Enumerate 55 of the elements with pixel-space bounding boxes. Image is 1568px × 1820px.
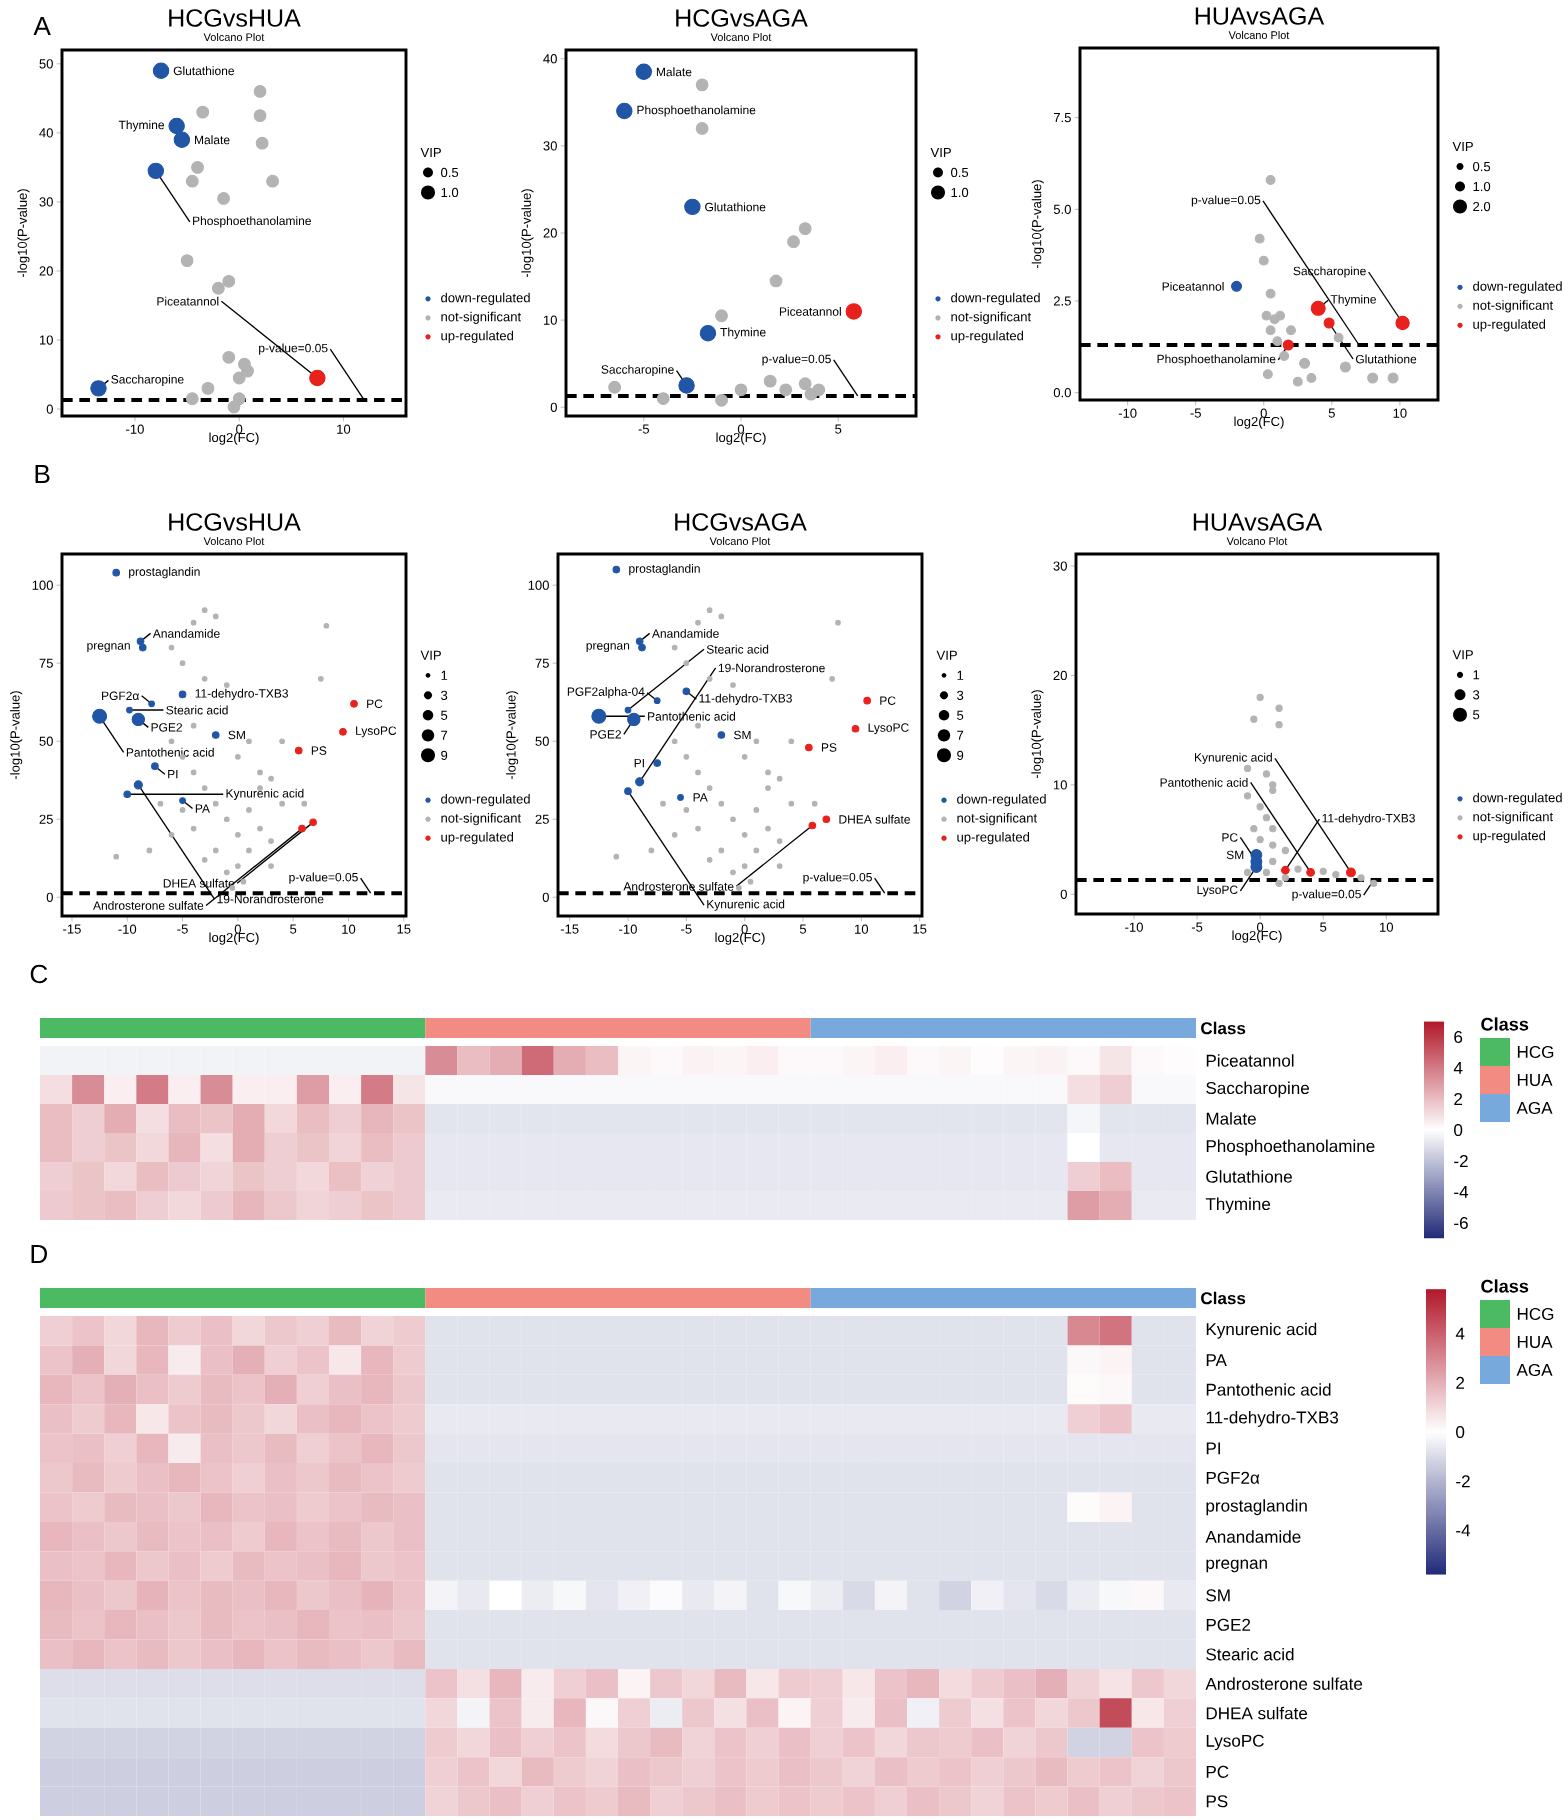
text: Class bbox=[1481, 1017, 1529, 1031]
text: Class bbox=[1201, 1021, 1246, 1035]
text: HCG bbox=[1517, 1045, 1554, 1059]
color-bar-label: 4 bbox=[1453, 1062, 1463, 1074]
text: B bbox=[35, 465, 50, 483]
color-bar-label: 2 bbox=[1456, 1376, 1465, 1389]
y-tick-label: Glutathione bbox=[1206, 1170, 1292, 1183]
text: C bbox=[30, 964, 48, 984]
y-tick-label: Saccharopine bbox=[1206, 1081, 1310, 1098]
y-tick-label: Anandamide bbox=[1205, 1530, 1301, 1543]
y-tick-label: PA bbox=[1206, 1354, 1227, 1366]
y-tick-label: Kynurenic acid bbox=[1206, 1322, 1317, 1339]
color-bar-label: -2 bbox=[1456, 1475, 1470, 1488]
y-tick-label: Piceatannol bbox=[1206, 1054, 1294, 1067]
y-tick-label: pregnan bbox=[1206, 1559, 1267, 1573]
y-tick-label: Stearic acid bbox=[1206, 1647, 1294, 1661]
y-tick-label: PS bbox=[1206, 1795, 1228, 1808]
y-tick-label: prostaglandin bbox=[1206, 1499, 1307, 1516]
color-bar-label: -4 bbox=[1456, 1524, 1471, 1537]
y-tick-label: PGE2 bbox=[1206, 1618, 1251, 1631]
text: A bbox=[33, 16, 51, 35]
text: Class bbox=[1201, 1291, 1246, 1305]
text: AGA bbox=[1516, 1101, 1553, 1115]
chart-title: HUAvsAGA bbox=[1195, 7, 1325, 25]
color-bar-label: 0 bbox=[1456, 1425, 1465, 1439]
chart-title: HCGvsAGA bbox=[676, 9, 808, 27]
color-bar-label: -4 bbox=[1454, 1186, 1469, 1198]
y-tick-label: 11-dehydro-TXB3 bbox=[1206, 1410, 1339, 1427]
text: HCG bbox=[1517, 1307, 1554, 1321]
text: HUA bbox=[1517, 1336, 1553, 1348]
chart-title: HUAvsAGA bbox=[1193, 513, 1323, 531]
color-bar-label: 2 bbox=[1454, 1093, 1463, 1105]
y-tick-label: Pantothenic acid bbox=[1206, 1383, 1331, 1396]
color-bar-label: -2 bbox=[1454, 1155, 1468, 1167]
chart-title: HCGvsHUA bbox=[169, 513, 301, 531]
color-bar-label: 4 bbox=[1455, 1327, 1465, 1340]
y-tick-label: PI bbox=[1206, 1442, 1220, 1455]
text: D bbox=[31, 1244, 48, 1263]
y-tick-label: SM bbox=[1206, 1589, 1230, 1602]
color-bar-label: 0 bbox=[1454, 1123, 1463, 1137]
y-tick-label: Androsterone sulfate bbox=[1205, 1677, 1363, 1690]
y-tick-label: DHEA sulfate bbox=[1206, 1706, 1308, 1720]
color-bar-label: -6 bbox=[1454, 1216, 1468, 1230]
y-tick-label: Thymine bbox=[1205, 1197, 1271, 1214]
y-tick-label: Malate bbox=[1206, 1112, 1256, 1125]
y-tick-label: Phosphoethanolamine bbox=[1206, 1139, 1375, 1156]
text: HUA bbox=[1517, 1074, 1553, 1086]
chart-title: HCGvsAGA bbox=[675, 513, 807, 531]
y-tick-label: LysoPC bbox=[1206, 1734, 1264, 1751]
y-tick-label: PGF2α bbox=[1206, 1471, 1260, 1484]
chart-title: HCGvsHUA bbox=[169, 9, 301, 27]
text: Class bbox=[1481, 1279, 1529, 1293]
color-bar-label: 6 bbox=[1454, 1030, 1463, 1044]
y-tick-label: PC bbox=[1206, 1765, 1229, 1778]
text: AGA bbox=[1516, 1363, 1553, 1377]
